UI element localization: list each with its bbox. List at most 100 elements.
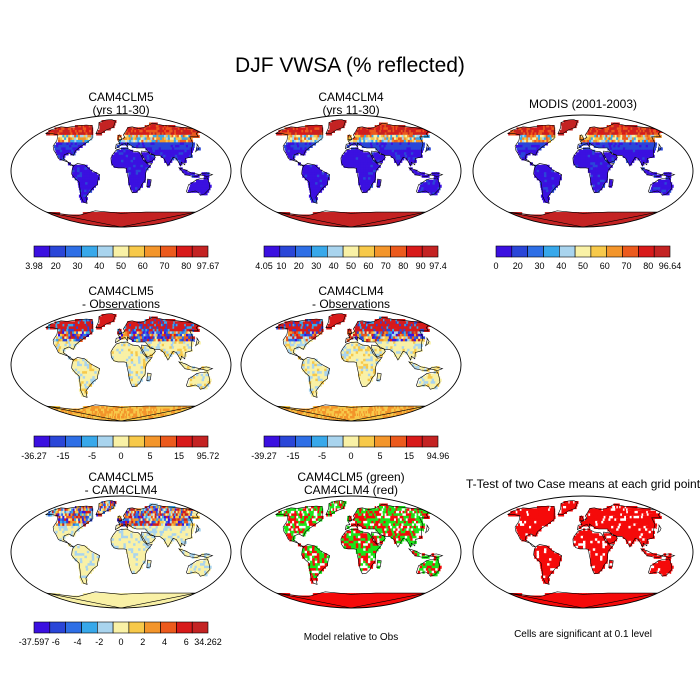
colorbar-swatch [374,435,391,448]
colorbar-swatch [327,245,344,258]
colorbar-swatch [390,435,407,448]
colorbar-tick-label: 20 [51,261,61,271]
colorbar-tick-label: -39.27 [251,451,277,461]
colorbar-swatch [358,435,376,448]
colorbar-tick-label: 96.64 [659,261,682,271]
colorbar-tick-label: -15 [286,451,299,461]
map-ttest [472,495,694,609]
colorbar-swatch [342,435,360,448]
colorbar-swatch [65,435,82,448]
colorbar-swatch [390,245,407,258]
colorbar-tick-label: 0 [493,261,498,271]
panel-title-line1: MODIS (2001-2003) [528,97,638,111]
colorbar-swatch [358,245,376,258]
colorbar-swatch [112,245,130,258]
colorbar-swatch [374,245,391,258]
colorbar-swatch [653,245,671,258]
colorbar-swatch [559,245,576,258]
colorbar-swatch [606,245,623,258]
colorbar-swatch [311,435,328,448]
colorbar-tick-label: -37.597 [19,637,50,647]
colorbar-swatch [176,621,193,634]
panel-title-cam4clm4: CAM4CLM4 (yrs 11-30) [236,91,466,117]
colorbar-tick-label: 10 [276,261,286,271]
colorbar-tick-label: 6 [184,637,189,647]
colorbar-tick-label: 80 [181,261,191,271]
panel-title-line1: CAM4CLM5 [88,284,154,298]
panel-title-clm5-obs: CAM4CLM5 - Observations [6,285,236,311]
panel-title-ttest: T-Test of two Case means at each grid po… [465,478,700,491]
colorbar-tick-label: 5 [377,451,382,461]
colorbar-swatch [622,245,639,258]
note-significance: Cells are significant at 0.1 level [514,629,652,640]
colorbar-swatch [97,435,114,448]
colorbar-swatch [406,245,423,258]
colorbar-modis: 0 20 30 40 50 60 70 80 96.64 [493,245,682,271]
colorbar-tick-label: 50 [346,261,356,271]
colorbar-swatch [81,245,98,258]
map-clm5-minus-obs [10,308,232,422]
map-modis [472,114,694,228]
colorbar-tick-label: 95.72 [197,451,220,461]
colorbar-tick-label: 4 [162,637,167,647]
colorbar-swatch [33,245,51,258]
colorbar-clm5-minus-obs: -36.27 -15 -5 0 5 15 95.72 [21,435,220,461]
colorbar-tick-label: 3.98 [25,261,43,271]
colorbar-tick-label: -15 [56,451,69,461]
page-title: DJF VWSA (% reflected) [235,54,465,77]
panel-title-clm5-clm4: CAM4CLM5 - CAM4CLM4 [6,471,236,497]
colorbar-swatch [81,435,98,448]
panel-title-modis: MODIS (2001-2003) [468,98,698,111]
colorbar-tick-label: 97.4 [429,261,447,271]
colorbar-swatch [327,435,344,448]
panel-title-line1: T-Test of two Case means at each grid po… [465,477,700,491]
colorbar-tick-label: 97.67 [197,261,220,271]
colorbar-swatch [279,435,296,448]
colorbar-swatch [144,621,161,634]
colorbar-swatch [543,245,560,258]
colorbar-cam4clm4: 4.05 10 20 30 40 50 60 70 80 90 97.4 [255,245,447,271]
panel-title-line2: - Observations [81,297,161,311]
colorbar-swatch [49,621,66,634]
colorbar-swatch [406,435,423,448]
colorbar-tick-label: 34.262 [194,637,222,647]
colorbar-tick-label: 80 [643,261,653,271]
colorbar-tick-label: -36.27 [21,451,47,461]
colorbar-swatch [49,435,66,448]
colorbar-tick-label: 30 [72,261,82,271]
colorbar-tick-label: 50 [578,261,588,271]
colorbar-clm4-minus-obs: -39.27 -15 -5 0 5 15 94.96 [251,435,449,461]
colorbar-swatch [527,245,544,258]
colorbar-tick-label: -4 [73,637,81,647]
colorbar-swatch [112,621,130,634]
colorbar-clm5-minus-clm4: -37.597 -6 -4 -2 0 2 4 6 34.262 [19,621,222,647]
colorbar-swatch [263,245,281,258]
colorbar-tick-label: 70 [159,261,169,271]
colorbar-swatch [191,435,209,448]
colorbar-tick-label: 60 [138,261,148,271]
colorbar-tick-label: 4.05 [255,261,273,271]
colorbar-tick-label: 20 [294,261,304,271]
colorbar-swatch [128,435,146,448]
colorbar-swatch [65,245,82,258]
note-model-relative: Model relative to Obs [303,632,399,643]
colorbar-swatch [97,621,114,634]
colorbar-swatch [421,435,439,448]
panel-title-line2: (yrs 11-30) [92,103,150,117]
colorbar-swatch [295,245,312,258]
colorbar-swatch [160,435,177,448]
map-clm5-minus-clm4 [10,495,232,609]
colorbar-tick-label: 40 [94,261,104,271]
colorbar-swatch [311,245,328,258]
colorbar-swatch [590,245,608,258]
colorbar-swatch [176,435,193,448]
colorbar-swatch [97,245,114,258]
colorbar-tick-label: 80 [398,261,408,271]
colorbar-tick-label: 70 [381,261,391,271]
panel-title-cam4clm5: CAM4CLM5 (yrs 11-30) [6,91,236,117]
colorbar-swatch [33,621,51,634]
colorbar-swatch [638,245,655,258]
colorbar-tick-label: 60 [363,261,373,271]
colorbar-tick-label: 30 [534,261,544,271]
colorbar-swatch [144,245,161,258]
